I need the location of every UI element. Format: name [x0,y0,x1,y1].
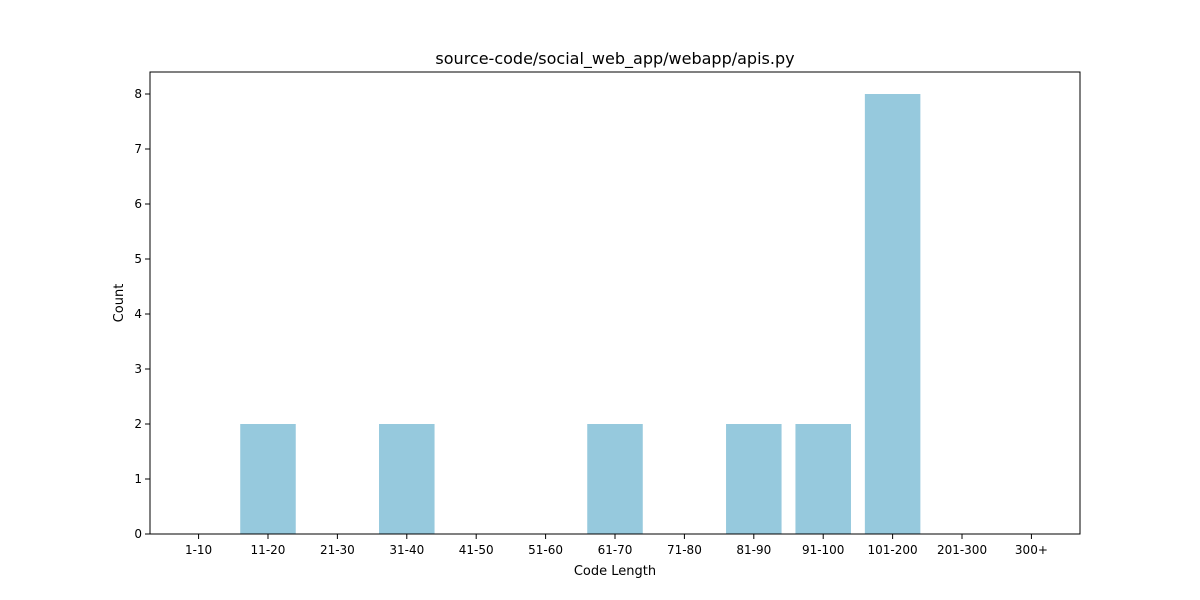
x-tick-label: 1-10 [185,543,212,557]
x-axis-ticks: 1-10 11-20 21-30 31-40 41-50 51-60 61-70 71-80 8… [185,534,1048,557]
x-tick-label: 81-90 [736,543,771,557]
y-tick-label: 3 [134,362,142,376]
x-tick-label: 41-50 [459,543,494,557]
bar-101-200 [864,94,921,534]
x-tick-label: 61-70 [598,543,633,557]
bars-group [240,94,921,534]
x-tick-label: 91-100 [802,543,845,557]
x-tick-label: 31-40 [389,543,424,557]
x-tick-label: 201-300 [937,543,987,557]
y-tick-label: 8 [134,87,142,101]
chart-title: source-code/social_web_app/webapp/apis.p… [435,49,794,69]
x-tick-label: 71-80 [667,543,702,557]
y-tick-label: 1 [134,472,142,486]
y-tick-label: 2 [134,417,142,431]
bar-81-90 [726,424,782,534]
y-axis-label: Count [112,284,127,323]
y-axis-ticks: 0 1 2 3 4 5 6 7 8 [134,87,150,541]
y-tick-label: 7 [134,142,142,156]
bar-31-40 [379,424,435,534]
x-tick-label: 51-60 [528,543,563,557]
x-tick-label: 300+ [1015,543,1048,557]
y-tick-label: 6 [134,197,142,211]
y-tick-label: 5 [134,252,142,266]
bar-61-70 [587,424,643,534]
x-tick-label: 21-30 [320,543,355,557]
x-tick-label: 11-20 [251,543,286,557]
x-tick-label: 101-200 [868,543,918,557]
y-tick-label: 4 [134,307,142,321]
y-tick-label: 0 [134,527,142,541]
bar-11-20 [240,424,296,534]
bar-91-100 [795,424,851,534]
plot-frame [149,71,1081,535]
x-axis-label: Code Length [574,564,656,579]
